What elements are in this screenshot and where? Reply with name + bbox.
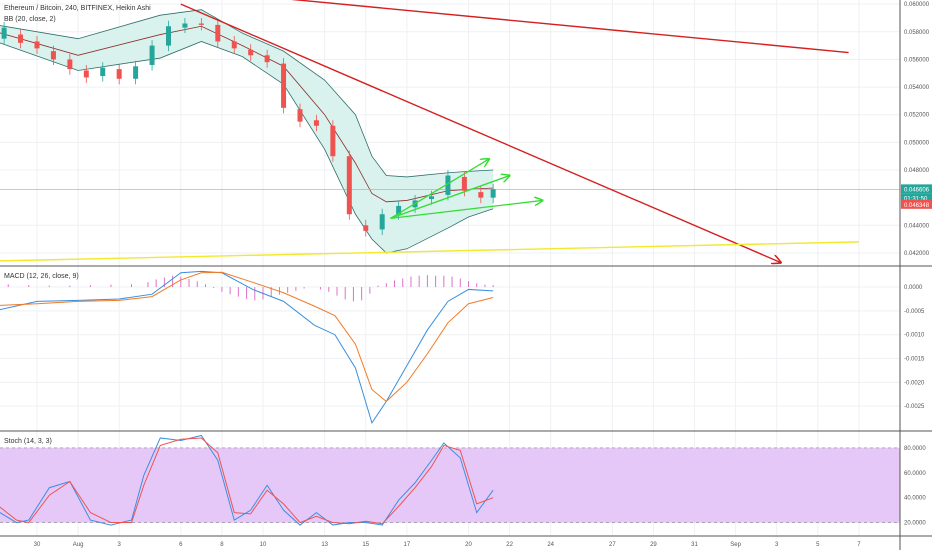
bollinger-band-fill: [0, 9, 494, 253]
candle[interactable]: [445, 175, 451, 195]
price-tick-label: 0.044000: [904, 223, 930, 229]
price-tick-label: 0.058000: [904, 30, 930, 36]
macd-series-signal[interactable]: [0, 271, 494, 403]
candle[interactable]: [50, 51, 56, 60]
candle[interactable]: [379, 214, 385, 230]
macd-tick-label: 0.0000: [904, 285, 923, 291]
candle[interactable]: [149, 45, 155, 65]
time-tick-label: 3: [118, 542, 122, 548]
macd-series-macd[interactable]: [0, 270, 494, 425]
candle[interactable]: [281, 63, 287, 108]
price-badge: [901, 199, 932, 209]
trendline-red-upper[interactable]: [284, 0, 849, 54]
candle[interactable]: [429, 196, 435, 200]
price-badge-text: 0.046606: [904, 187, 930, 193]
time-tick-label: 13: [321, 542, 328, 548]
time-tick-label: 15: [362, 542, 369, 548]
time-tick-label: Sep: [730, 542, 741, 548]
time-tick-label: 24: [547, 542, 554, 548]
candle[interactable]: [133, 66, 139, 79]
price-tick-label: 0.050000: [904, 140, 930, 146]
time-tick-label: 29: [650, 542, 657, 548]
candle[interactable]: [490, 189, 496, 198]
candle[interactable]: [182, 23, 188, 28]
trendline-yellow-support[interactable]: [0, 241, 859, 262]
price-tick-label: 0.060000: [904, 2, 930, 8]
candle[interactable]: [297, 109, 303, 122]
stoch-pane[interactable]: [0, 434, 900, 526]
price-badge-text: 0.046348: [904, 203, 930, 209]
time-tick-label: 3: [775, 542, 779, 548]
time-tick-label: 20: [465, 542, 472, 548]
stoch-tick-label: 40.0000: [904, 496, 926, 502]
green-arrow[interactable]: [390, 159, 489, 219]
time-tick-label: 17: [404, 542, 411, 548]
price-tick-label: 0.054000: [904, 85, 930, 91]
macd-tick-label: -0.0015: [904, 357, 925, 363]
bollinger-lower: [0, 41, 494, 254]
candle[interactable]: [67, 59, 73, 70]
candle[interactable]: [83, 70, 89, 78]
macd-tick-label: -0.0010: [904, 333, 925, 339]
trendline-red-down[interactable]: [180, 3, 781, 262]
bollinger-upper: [0, 9, 494, 178]
stoch-tick-label: 80.0000: [904, 446, 926, 452]
time-tick-label: 31: [691, 542, 698, 548]
candle[interactable]: [100, 67, 106, 77]
price-tick-label: 0.042000: [904, 251, 930, 257]
time-tick-label: 22: [506, 542, 513, 548]
candle[interactable]: [231, 41, 237, 49]
stoch-label: Stoch (14, 3, 3): [4, 438, 52, 445]
price-badge: [901, 193, 932, 203]
macd-tick-label: -0.0005: [904, 309, 925, 315]
candle[interactable]: [313, 120, 319, 126]
candle[interactable]: [165, 26, 171, 46]
candle[interactable]: [198, 23, 204, 25]
candle[interactable]: [396, 205, 402, 215]
candle[interactable]: [215, 24, 221, 42]
time-tick-label: Aug: [73, 542, 84, 548]
price-tick-label: 0.048000: [904, 168, 930, 174]
price-pane[interactable]: [0, 0, 900, 263]
candle[interactable]: [363, 225, 369, 231]
candle[interactable]: [34, 41, 40, 49]
price-badge-text: 01:31:50: [904, 196, 928, 202]
green-arrow[interactable]: [390, 176, 509, 219]
time-tick-label: 27: [609, 542, 616, 548]
macd-pane[interactable]: [0, 270, 494, 425]
time-tick-label: 7: [857, 542, 861, 548]
price-tick-label: 0.052000: [904, 113, 930, 119]
candle[interactable]: [330, 125, 336, 157]
price-tick-label: 0.056000: [904, 57, 930, 63]
chart-title: Ethereum / Bitcoin, 240, BITFINEX, Heiki…: [4, 5, 151, 12]
time-tick-label: 8: [220, 542, 224, 548]
stoch-tick-label: 20.0000: [904, 521, 926, 527]
time-tick-label: 10: [260, 542, 267, 548]
stoch-series-d[interactable]: [0, 437, 494, 525]
candle[interactable]: [248, 49, 254, 56]
time-tick-label: 30: [34, 542, 41, 548]
candle[interactable]: [1, 27, 7, 39]
green-arrow[interactable]: [390, 200, 542, 220]
candle[interactable]: [18, 34, 24, 43]
macd-tick-label: -0.0025: [904, 404, 925, 410]
candle[interactable]: [478, 192, 484, 198]
stoch-tick-label: 60.0000: [904, 471, 926, 477]
macd-tick-label: -0.0020: [904, 380, 925, 386]
candle[interactable]: [264, 55, 270, 63]
time-tick-label: 5: [816, 542, 820, 548]
candle[interactable]: [116, 69, 122, 79]
time-tick-label: 6: [179, 542, 183, 548]
candle[interactable]: [346, 156, 352, 215]
price-badge: [901, 184, 932, 194]
bb-label: BB (20, close, 2): [4, 16, 56, 23]
macd-label: MACD (12, 26, close, 9): [4, 273, 79, 280]
candle[interactable]: [461, 176, 467, 191]
